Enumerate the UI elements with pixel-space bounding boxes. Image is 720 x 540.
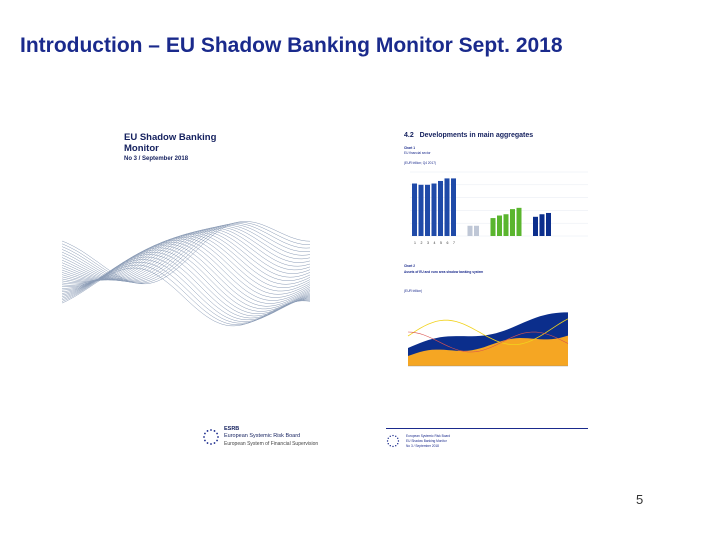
wave-line [62,224,310,282]
chart1-bar [510,209,515,236]
footer-org: European Systemic Risk Board [406,434,451,438]
logo-star [395,435,397,437]
wave-line [62,264,310,325]
section-heading: 4.2 Developments in main aggregates [404,132,533,139]
wave-line [62,223,310,283]
chart1-bar [431,183,437,236]
logo-star [204,439,206,442]
logo-star [387,437,389,439]
logo-star [389,435,391,437]
chart1-bar [444,178,450,236]
chart1-bar [474,225,479,236]
wave-line [62,237,310,295]
esrb-acronym: ESRB [224,426,240,432]
slide-title: Introduction – EU Shadow Banking Monitor… [20,34,563,57]
chart1-bar [438,180,443,236]
logo-star [206,430,209,432]
logo-star [216,439,218,442]
footer-rule [386,428,588,429]
chart2-line-a [407,318,569,345]
chart1-tick-label: 1 [414,241,416,245]
chart2-units: (EUR trillion) [404,289,423,293]
page-footer: European Systemic Risk Board EU Shadow B… [386,428,588,454]
logo-star [387,443,389,445]
wave-line [62,243,310,307]
wave-line [62,267,310,327]
wave-line [62,235,310,292]
logo-star [210,429,212,431]
esrb-system-name: European System of Financial Supervision [224,441,319,447]
chart1-bar [539,214,545,236]
wave-line [62,222,310,284]
chart1-caption: EU financial sector [404,151,431,155]
chart1-bar [412,183,417,236]
chart1-bar [490,218,496,236]
wave-line [62,251,310,317]
cover-wave-graphic [62,221,310,327]
chart2-caption: Assets of EU and euro area shadow bankin… [404,270,484,274]
chart1-tick-label: 6 [447,241,449,245]
chart1-bar [546,212,551,236]
eu-stars-logo-icon-small [386,434,400,448]
logo-star [210,443,212,445]
logo-star [216,432,218,435]
logo-star [397,440,400,442]
chart1-bar [451,178,456,236]
section-number: 4.2 [404,132,414,139]
cover-footer: ESRB European Systemic Risk Board Europe… [202,424,318,464]
chart1-label: Chart 1 [404,146,415,150]
logo-star [395,445,397,447]
chart2-area-chart [407,312,569,367]
esrb-full-name: European Systemic Risk Board [224,433,301,439]
chart1-units: (EUR trillion; Q4 2017) [404,161,437,165]
footer-doc: EU Shadow Banking Monitor [406,439,447,443]
logo-star [203,436,205,438]
chart1-bar [497,215,502,236]
chart1-tick-label: 5 [440,241,442,245]
wave-line [62,234,310,288]
chart1-bar [516,207,522,236]
wave-line [62,240,310,301]
chart2-label: Chart 2 [404,264,415,268]
logo-star [204,432,206,435]
logo-star [397,443,399,445]
cover-subtitle: No 3 / September 2018 [124,156,189,162]
report-cover-image: EU Shadow Banking Monitor No 3 / Septemb… [62,124,318,464]
chart1-bar [533,216,538,236]
logo-star [392,434,394,437]
chart2-line-b [407,331,569,353]
chart1-bar [467,225,473,236]
logo-star [217,436,219,438]
page-number: 5 [636,492,644,507]
chart1-tick-label: 3 [427,241,429,245]
logo-star [213,442,216,444]
wave-line [62,221,310,285]
section-title: Developments in main aggregates [419,132,534,139]
chart1-tick-label: 4 [434,241,436,245]
wave-line [62,262,310,324]
report-inner-page: 4.2 Developments in main aggregates Char… [386,124,588,454]
logo-star [386,440,389,442]
logo-star [206,442,209,444]
logo-star [213,430,216,432]
chart1-bar [418,184,424,236]
chart1-tick-label: 7 [453,241,455,245]
logo-star [392,445,394,448]
chart2-area-funds [408,335,568,366]
wave-line [62,224,310,283]
logo-star [389,445,391,447]
chart1-bar [425,184,430,236]
cover-title: EU Shadow Banking Monitor [124,132,217,154]
footer-issue: No 3 / September 2018 [406,444,439,448]
chart1-tick-label: 2 [421,241,423,245]
logo-star [397,437,399,439]
eu-stars-logo-icon [203,429,219,445]
wave-line [62,231,310,281]
chart1-bar [503,214,509,236]
